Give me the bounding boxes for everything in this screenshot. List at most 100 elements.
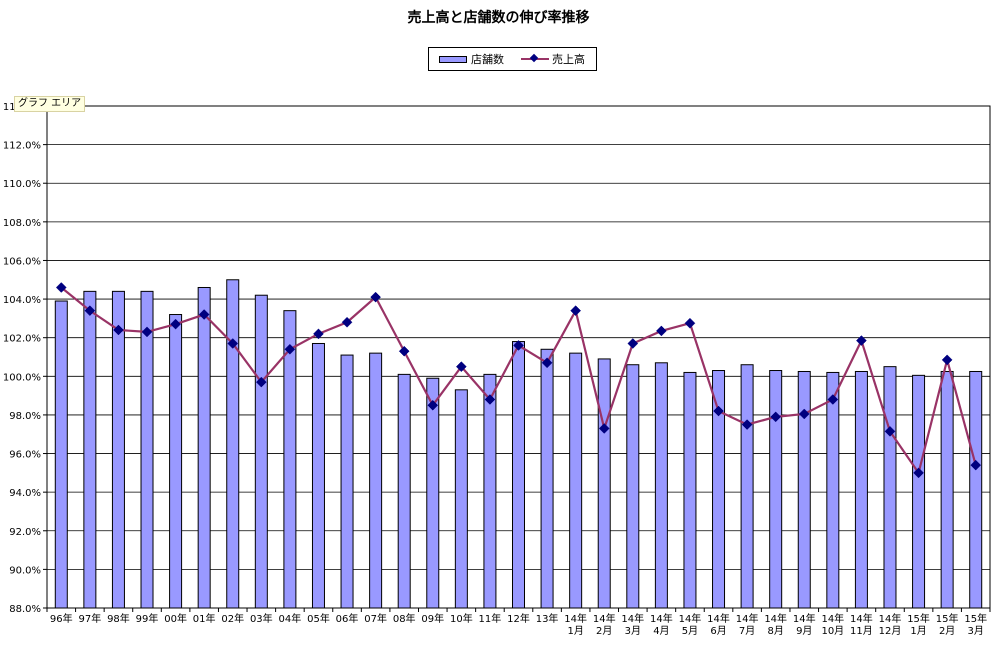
- y-tick-label: 110.0%: [3, 179, 41, 190]
- sales-marker: [513, 340, 524, 351]
- x-tick-label: 3月: [968, 625, 984, 637]
- x-tick-label: 14年: [593, 612, 616, 625]
- y-tick-label: 112.0%: [3, 141, 41, 152]
- y-tick-label: 104.0%: [3, 295, 41, 306]
- y-tick-label: 88.0%: [9, 604, 41, 615]
- bar: [454, 389, 468, 609]
- y-tick-label: 108.0%: [3, 218, 41, 229]
- x-tick-label: 13年: [536, 612, 559, 625]
- sales-marker: [255, 376, 267, 388]
- sales-marker: [913, 467, 924, 479]
- x-tick-label: 98年: [107, 612, 130, 625]
- x-tick-label: 96年: [50, 612, 73, 625]
- sales-marker: [398, 345, 410, 357]
- x-tick-label: 99年: [136, 612, 159, 625]
- sales-marker: [770, 411, 782, 423]
- bar: [569, 352, 583, 609]
- sales-marker: [55, 282, 67, 293]
- x-tick-label: 15年: [936, 612, 959, 625]
- y-tick-label: 96.0%: [9, 450, 41, 461]
- bar: [397, 373, 411, 609]
- bar: [311, 342, 325, 609]
- x-tick-label: 14年: [679, 612, 702, 625]
- sales-marker: [341, 316, 353, 328]
- bar: [540, 348, 554, 609]
- sales-marker: [684, 317, 696, 329]
- x-tick-label: 05年: [307, 612, 330, 625]
- x-tick-label: 9月: [796, 625, 812, 637]
- sales-marker: [856, 335, 867, 346]
- bar: [140, 290, 154, 609]
- legend-item-stores: 店舗数: [439, 48, 504, 70]
- bar: [654, 362, 668, 609]
- sales-marker: [656, 325, 667, 337]
- x-tick-label: 14年: [793, 612, 816, 625]
- sales-marker: [541, 357, 553, 369]
- x-tick-label: 11年: [479, 612, 502, 625]
- bar: [597, 358, 611, 609]
- bar: [826, 371, 840, 609]
- sales-marker: [370, 291, 381, 303]
- x-tick-label: 1月: [910, 625, 926, 637]
- x-tick-label: 03年: [250, 612, 273, 625]
- legend[interactable]: 店舗数 売上高: [428, 47, 597, 71]
- legend-line-sales: [521, 54, 549, 64]
- x-tick-label: 1月: [567, 625, 583, 637]
- sales-marker: [627, 338, 639, 349]
- x-tick-label: 14年: [621, 612, 644, 625]
- x-tick-label: 02年: [221, 612, 244, 625]
- x-tick-label: 08年: [393, 612, 416, 625]
- x-tick-label: 14年: [821, 612, 844, 625]
- sales-marker: [427, 399, 439, 411]
- x-tick-label: 09年: [421, 612, 444, 625]
- sales-marker: [598, 423, 610, 434]
- bar: [254, 294, 268, 609]
- y-tick-label: 100.0%: [3, 372, 41, 383]
- x-tick-label: 6月: [710, 625, 726, 637]
- x-tick-label: 12年: [507, 612, 530, 625]
- x-tick-label: 04年: [279, 612, 302, 625]
- bar: [426, 377, 440, 609]
- sales-marker: [313, 328, 324, 340]
- bar: [626, 364, 640, 609]
- legend-label-stores: 店舗数: [471, 53, 504, 66]
- x-tick-label: 5月: [682, 625, 698, 637]
- sales-marker: [170, 318, 181, 330]
- bar: [340, 354, 354, 609]
- x-tick-label: 97年: [78, 612, 101, 625]
- chart-area-tooltip: グラフ エリア: [14, 96, 86, 112]
- x-tick-label: 2月: [939, 625, 955, 637]
- sales-marker: [227, 338, 239, 349]
- legend-swatch-stores: [439, 55, 467, 63]
- sales-marker: [455, 361, 467, 373]
- x-tick-label: 15年: [964, 612, 987, 625]
- legend-label-sales: 売上高: [552, 53, 585, 66]
- bar: [169, 314, 183, 609]
- x-tick-label: 10月: [821, 625, 844, 637]
- x-tick-label: 2月: [596, 625, 612, 637]
- sales-marker: [970, 459, 982, 471]
- bar: [854, 370, 868, 609]
- chart-title: 売上高と店舗数の伸び率推移: [407, 10, 590, 26]
- x-tick-label: 12月: [879, 625, 902, 637]
- x-tick-label: 14年: [736, 612, 759, 625]
- sales-marker: [113, 324, 124, 336]
- x-tick-label: 10年: [450, 612, 473, 625]
- x-tick-label: 4月: [653, 625, 669, 637]
- bar: [197, 286, 211, 609]
- bar: [769, 370, 783, 609]
- x-tick-label: 11月: [850, 625, 873, 637]
- sales-marker: [570, 305, 582, 317]
- bar: [111, 290, 125, 609]
- sales-marker: [741, 419, 753, 430]
- y-tick-label: 90.0%: [9, 565, 41, 576]
- bar: [740, 364, 754, 609]
- x-tick-label: 14年: [879, 612, 902, 625]
- x-tick-label: 3月: [625, 625, 641, 637]
- x-tick-label: 7月: [739, 625, 755, 637]
- x-tick-label: 14年: [650, 612, 673, 625]
- x-tick-label: 14年: [707, 612, 730, 625]
- x-tick-label: 15年: [907, 612, 930, 625]
- x-tick-label: 14年: [764, 612, 787, 625]
